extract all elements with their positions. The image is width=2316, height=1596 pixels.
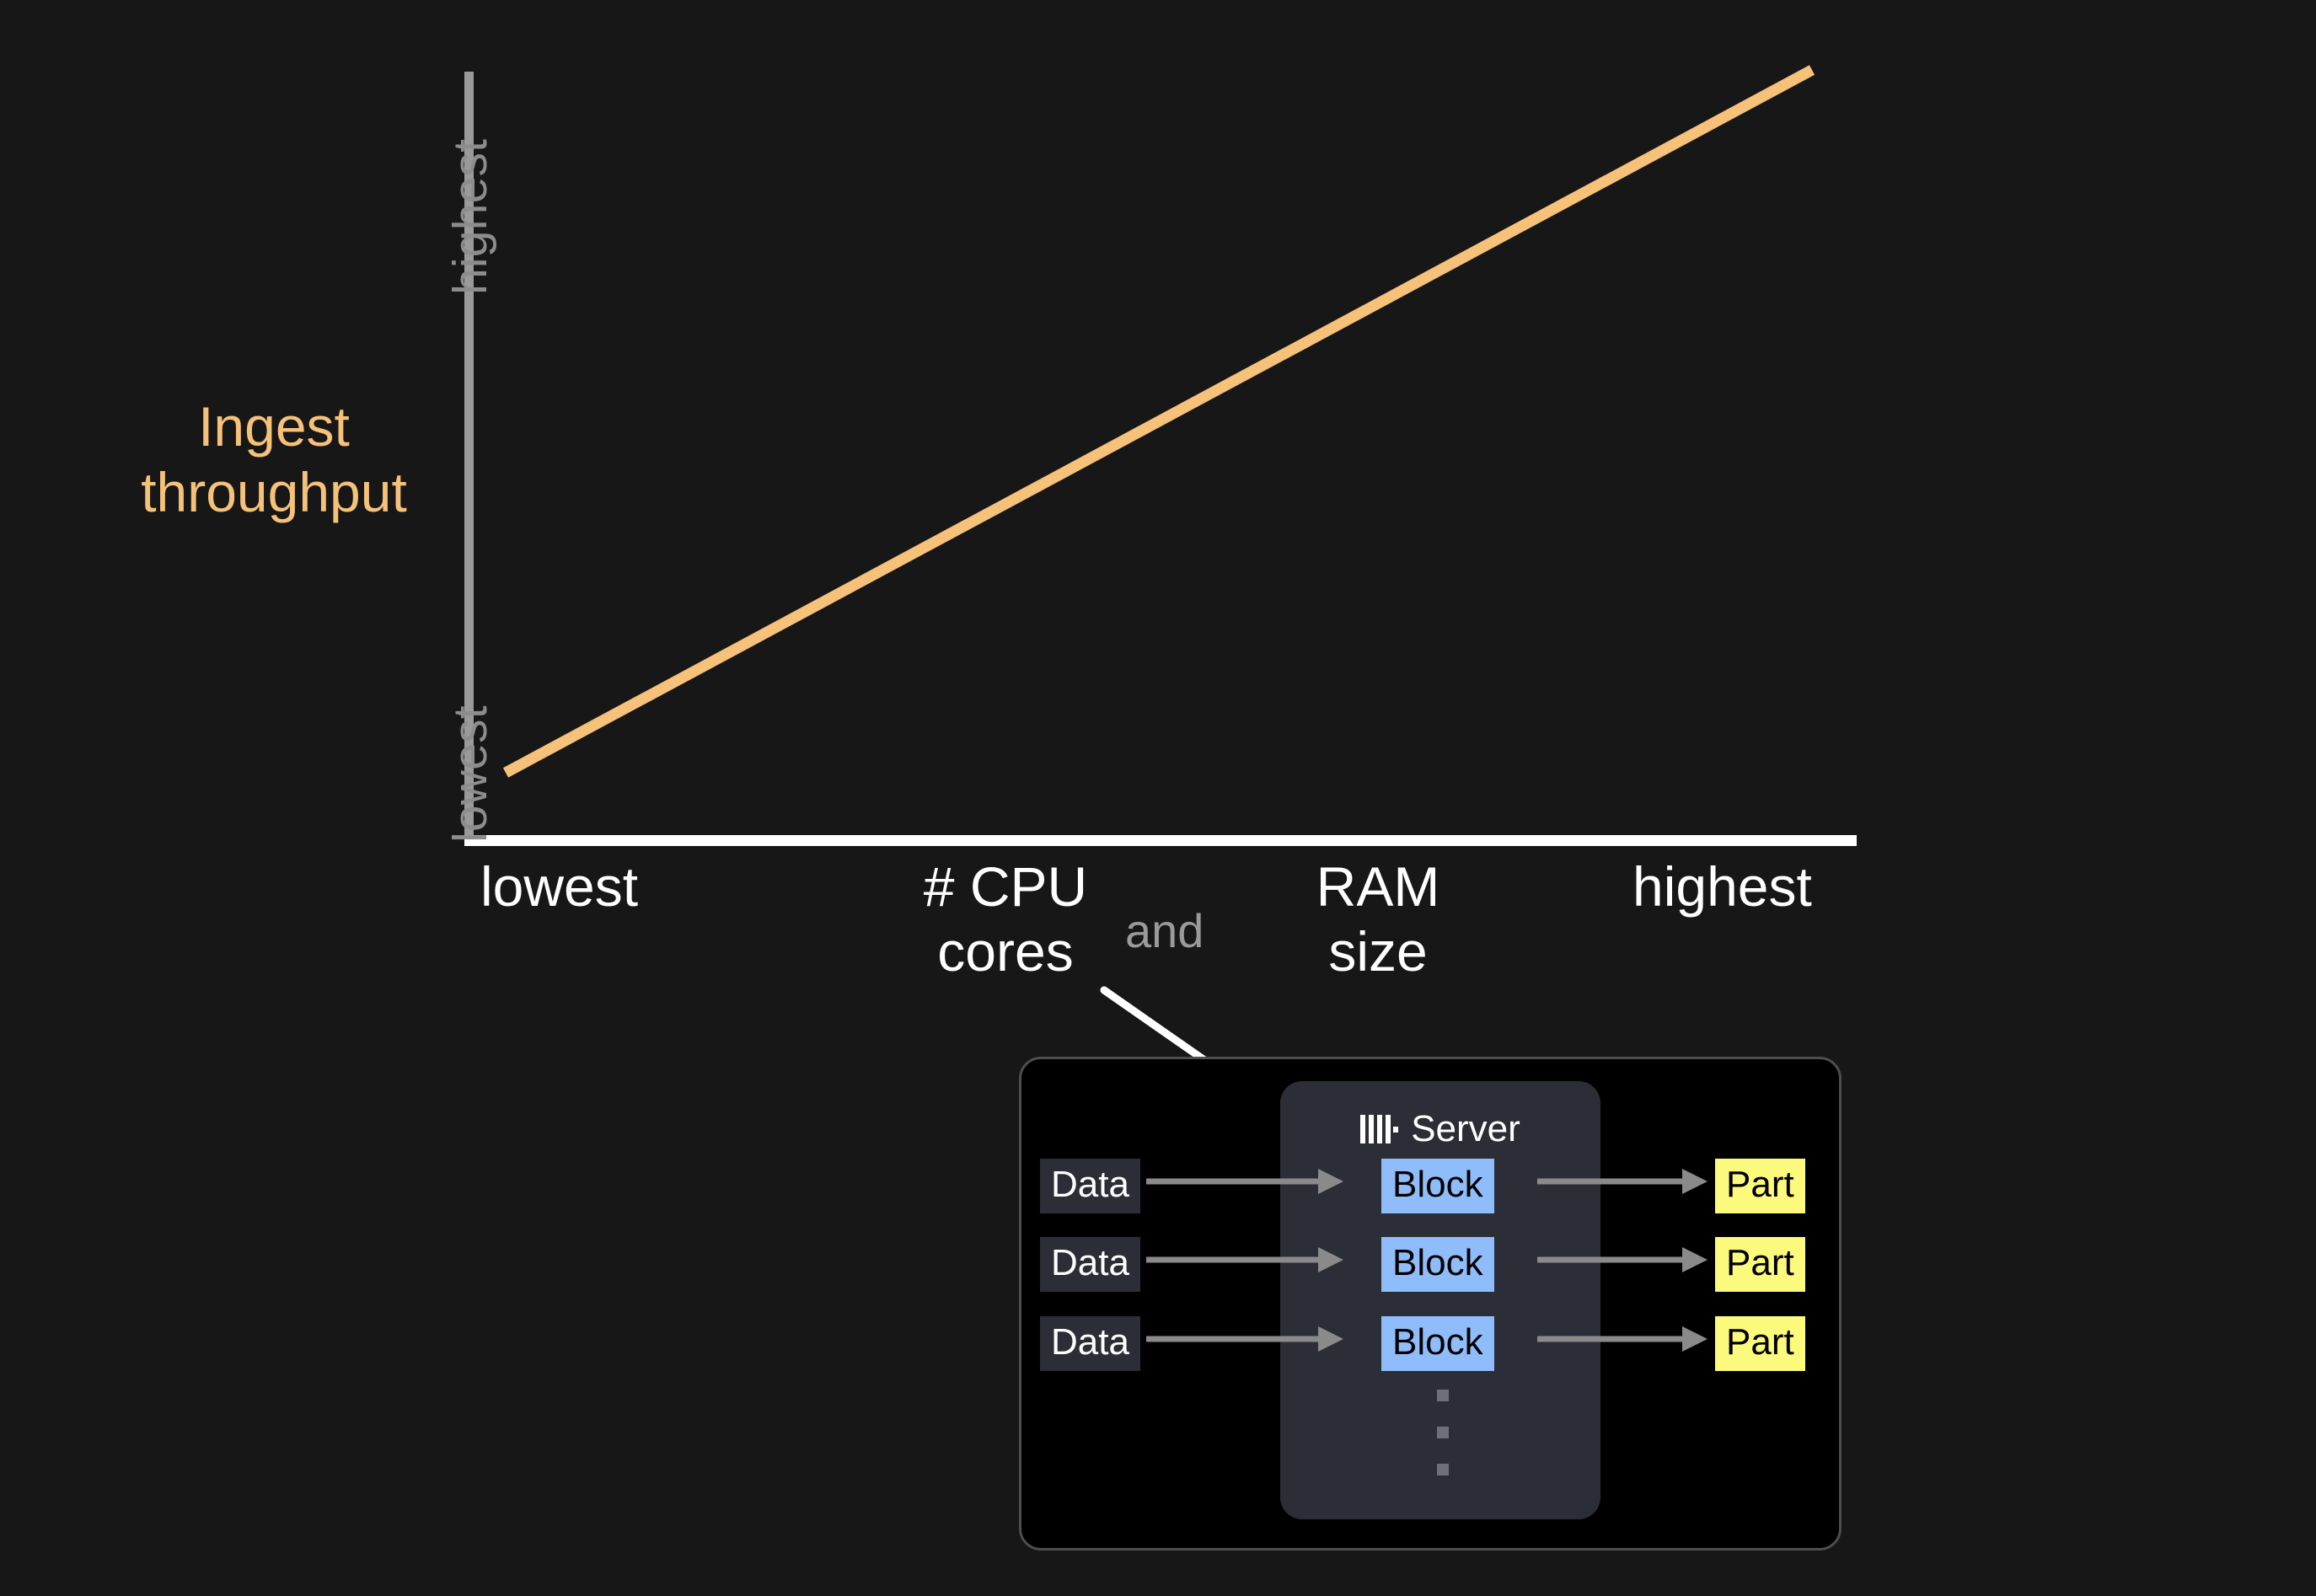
flow-arrows [1146, 1169, 1708, 1352]
part-node: Part [1715, 1316, 1805, 1371]
x-axis-label-cpu-line-1: # CPU [923, 855, 1088, 918]
ingest-throughput-trend-line [502, 65, 1815, 778]
part-node: Part [1715, 1237, 1805, 1292]
server-title: Server [1411, 1108, 1520, 1149]
data-node: Data [1040, 1237, 1140, 1292]
block-node: Block [1381, 1159, 1494, 1213]
y-axis-line [464, 72, 474, 835]
x-axis-line [464, 835, 1857, 846]
data-node: Data [1040, 1316, 1140, 1371]
y-axis-title-line-2: throughput [141, 460, 407, 523]
x-axis-label-ram-line-2: size [1328, 919, 1428, 983]
y-axis-title-line-1: Ingest [198, 395, 350, 458]
y-axis-title: Ingest throughput [110, 394, 438, 526]
x-axis-label-ram-line-1: RAM [1316, 855, 1440, 918]
x-axis-tick-highest: highest [1632, 855, 1812, 918]
x-axis-label-cpu-line-2: cores [937, 919, 1074, 983]
server-header: Server [1280, 1108, 1600, 1150]
part-node: Part [1715, 1159, 1805, 1213]
data-node: Data [1040, 1159, 1140, 1213]
blocks-continuation-ellipsis [1437, 1390, 1449, 1501]
x-axis-label-ram: RAM size [1273, 854, 1483, 983]
x-axis-label-conjunction: and [1125, 904, 1204, 957]
server-bars-icon [1360, 1115, 1399, 1143]
block-node: Block [1381, 1316, 1494, 1371]
server-panel: Server [1280, 1081, 1600, 1519]
x-axis-label-cpu: # CPU cores [900, 854, 1111, 983]
x-axis-tick-lowest: lowest [480, 855, 639, 918]
server-ingest-diagram: Server Data [1019, 1057, 1842, 1550]
block-node: Block [1381, 1237, 1494, 1292]
